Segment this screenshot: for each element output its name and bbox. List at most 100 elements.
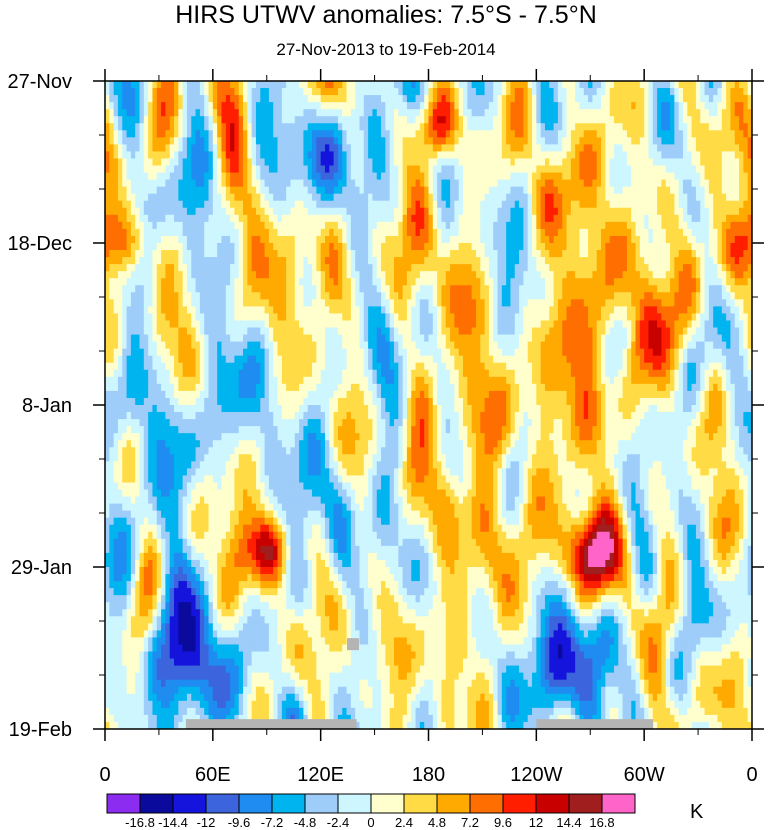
field-cell xyxy=(592,214,598,223)
field-cell xyxy=(700,228,706,237)
field-cell xyxy=(536,235,542,244)
field-cell xyxy=(644,271,650,279)
field-cell xyxy=(251,151,257,160)
field-cell xyxy=(613,243,619,251)
field-cell xyxy=(467,193,473,202)
field-cell xyxy=(294,186,300,195)
field-cell xyxy=(419,200,425,209)
field-cell xyxy=(626,214,632,223)
field-cell xyxy=(501,116,507,124)
field-cell xyxy=(264,214,270,223)
field-cell xyxy=(286,299,292,307)
field-cell xyxy=(661,144,667,153)
field-cell xyxy=(734,186,740,195)
field-cell xyxy=(294,123,300,131)
field-cell xyxy=(303,95,309,103)
field-cell xyxy=(225,144,231,153)
field-cell xyxy=(557,109,563,117)
field-cell xyxy=(165,221,171,230)
field-cell xyxy=(143,186,149,195)
field-cell xyxy=(376,200,382,209)
field-cell xyxy=(596,137,602,145)
field-cell xyxy=(691,278,697,286)
field-cell xyxy=(303,102,309,110)
field-cell xyxy=(238,306,244,315)
field-cell xyxy=(402,193,408,202)
field-cell xyxy=(109,221,115,230)
field-cell xyxy=(109,243,115,251)
field-cell xyxy=(544,292,550,300)
field-cell xyxy=(389,165,395,174)
field-cell xyxy=(281,137,287,145)
field-cell xyxy=(195,228,201,237)
field-cell xyxy=(588,186,593,195)
field-cell xyxy=(747,172,752,181)
field-cell xyxy=(368,151,374,160)
field-cell xyxy=(117,243,123,251)
field-cell xyxy=(695,271,701,279)
field-cell xyxy=(665,200,671,209)
field-cell xyxy=(199,172,205,181)
field-cell xyxy=(493,235,499,244)
field-cell xyxy=(303,299,309,307)
field-cell xyxy=(583,109,589,117)
field-cell xyxy=(316,186,322,195)
field-cell xyxy=(105,250,110,258)
field-cell xyxy=(570,186,576,195)
field-cell xyxy=(381,243,386,251)
field-cell xyxy=(329,144,335,153)
field-cell xyxy=(130,228,136,237)
field-cell xyxy=(613,200,619,209)
field-cell xyxy=(320,235,326,244)
field-cell xyxy=(501,250,507,258)
field-cell xyxy=(618,250,624,258)
field-cell xyxy=(549,144,555,153)
field-cell xyxy=(463,292,468,300)
field-cell xyxy=(217,158,223,167)
field-cell xyxy=(648,95,654,103)
field-cell xyxy=(398,102,404,110)
field-cell xyxy=(346,235,352,244)
field-cell xyxy=(389,102,395,110)
field-cell xyxy=(432,221,438,230)
field-cell xyxy=(704,102,710,110)
field-cell xyxy=(372,186,378,195)
field-cell xyxy=(299,158,305,167)
field-cell xyxy=(135,278,141,286)
field-cell xyxy=(527,285,533,293)
field-cell xyxy=(350,306,356,315)
field-cell xyxy=(294,109,300,117)
field-cell xyxy=(105,235,110,244)
field-cell xyxy=(437,193,443,202)
field-cell xyxy=(618,95,624,103)
field-cell xyxy=(135,313,141,322)
field-cell xyxy=(622,200,628,209)
field-cell xyxy=(389,95,395,103)
field-cell xyxy=(342,306,348,315)
field-cell xyxy=(182,137,188,145)
field-cell xyxy=(355,200,361,209)
field-cell xyxy=(273,221,279,230)
field-cell xyxy=(480,207,486,216)
field-cell xyxy=(204,285,210,293)
field-cell xyxy=(290,144,296,153)
field-cell xyxy=(467,299,473,307)
field-cell xyxy=(652,81,658,89)
field-cell xyxy=(463,116,468,124)
field-cell xyxy=(488,123,494,131)
field-cell xyxy=(510,278,516,286)
field-cell xyxy=(626,158,632,167)
field-cell xyxy=(234,292,240,300)
field-cell xyxy=(605,306,611,315)
field-cell xyxy=(381,228,386,237)
field-cell xyxy=(294,95,300,103)
field-cell xyxy=(657,137,663,145)
field-cell xyxy=(281,200,287,209)
field-cell xyxy=(700,95,706,103)
field-cell xyxy=(350,179,356,188)
field-cell xyxy=(346,116,352,124)
field-cell xyxy=(178,165,184,174)
field-cell xyxy=(234,130,240,138)
field-cell xyxy=(583,200,589,209)
field-cell xyxy=(359,306,365,315)
